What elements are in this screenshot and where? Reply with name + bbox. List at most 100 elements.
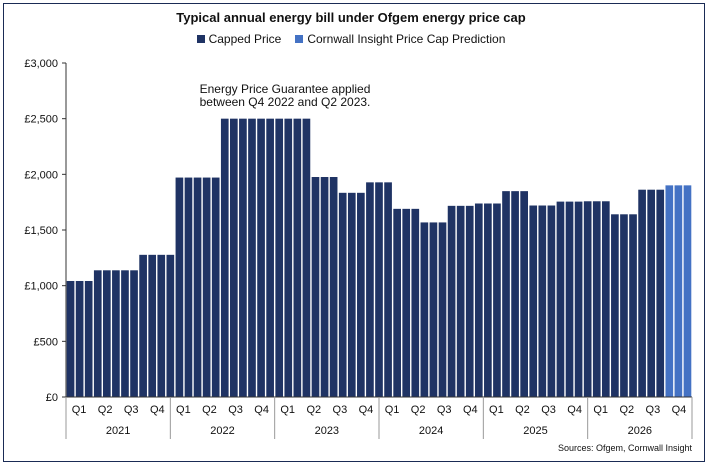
- bar-capped-price: [592, 201, 601, 397]
- bar-capped-price: [511, 191, 519, 397]
- bar-capped-price: [438, 222, 447, 397]
- bar-capped-price: [184, 177, 193, 397]
- x-tick-label-quarter: Q4: [254, 404, 269, 416]
- annotation-line-1: Energy Price Guarantee applied: [199, 82, 371, 96]
- bar-capped-price: [656, 189, 665, 397]
- bar-capped-price: [620, 214, 628, 397]
- bar-capped-price: [329, 177, 338, 397]
- x-tick-label-quarter: Q1: [593, 404, 608, 416]
- x-tick-label-year: 2024: [419, 425, 443, 437]
- x-tick-label-quarter: Q4: [567, 404, 582, 416]
- bar-capped-price: [583, 201, 592, 397]
- bar-capped-price: [157, 254, 166, 397]
- bar-capped-price: [502, 191, 510, 397]
- y-tick-label: £2,000: [24, 169, 58, 181]
- bar-capped-price: [230, 118, 238, 398]
- legend-swatch-prediction: [295, 35, 304, 43]
- x-tick-label-quarter: Q4: [672, 404, 687, 416]
- x-tick-label-quarter: Q2: [98, 404, 113, 416]
- bar-capped-price: [193, 177, 202, 397]
- y-tick-label: £1,500: [24, 225, 58, 237]
- x-tick-label-quarter: Q2: [619, 404, 634, 416]
- bar-capped-price: [220, 118, 229, 398]
- bar-capped-price: [366, 182, 374, 397]
- x-tick-label-quarter: Q4: [463, 404, 478, 416]
- bar-capped-price: [347, 192, 356, 397]
- bar-capped-price: [420, 222, 429, 397]
- legend-label-prediction: Cornwall Insight Price Cap Prediction: [307, 32, 506, 46]
- bar-capped-price: [112, 270, 120, 397]
- bar-capped-price: [75, 280, 84, 397]
- bar-capped-price: [520, 191, 528, 397]
- bar-capped-price: [393, 208, 401, 397]
- legend: Capped Price Cornwall Insight Price Cap …: [0, 32, 702, 46]
- bar-capped-price: [121, 270, 129, 397]
- bar-capped-price: [529, 205, 538, 397]
- bar-capped-price: [611, 214, 619, 397]
- bar-capped-price: [565, 201, 574, 397]
- bar-capped-price: [102, 270, 111, 397]
- legend-item-capped: Capped Price: [196, 32, 281, 46]
- bar-capped-price: [284, 118, 293, 398]
- x-tick-label-year: 2025: [523, 425, 547, 437]
- x-tick-label-quarter: Q4: [150, 404, 165, 416]
- bar-capped-price: [384, 182, 392, 397]
- bar-capped-price: [239, 118, 247, 398]
- bar-capped-price: [175, 177, 184, 397]
- bar-capped-price: [302, 118, 311, 398]
- bar-capped-price: [601, 201, 610, 397]
- x-tick-label-year: 2022: [210, 425, 234, 437]
- bar-capped-price: [293, 118, 302, 398]
- bar-capped-price: [266, 118, 274, 398]
- bar-capped-price: [465, 205, 474, 397]
- epg-annotation: Energy Price Guarantee applied between Q…: [190, 83, 380, 109]
- x-tick-label-quarter: Q1: [489, 404, 504, 416]
- x-tick-label-quarter: Q3: [333, 404, 348, 416]
- bar-capped-price: [429, 222, 438, 397]
- x-tick-label-quarter: Q3: [437, 404, 452, 416]
- bar-capped-price: [538, 205, 547, 397]
- bar-prediction: [665, 185, 674, 397]
- y-tick-label: £3,000: [24, 58, 58, 70]
- bar-capped-price: [629, 214, 637, 397]
- x-tick-label-quarter: Q1: [72, 404, 87, 416]
- bar-prediction: [683, 185, 692, 397]
- bar-capped-price: [139, 254, 147, 397]
- y-tick-label: £0: [46, 392, 58, 404]
- bar-prediction: [674, 185, 683, 397]
- x-tick-label-quarter: Q3: [541, 404, 556, 416]
- bar-capped-price: [547, 205, 556, 397]
- bar-capped-price: [130, 270, 138, 397]
- chart-title: Typical annual energy bill under Ofgem e…: [176, 10, 526, 25]
- x-tick-label-year: 2021: [106, 425, 130, 437]
- bar-capped-price: [556, 201, 565, 397]
- bar-capped-price: [357, 192, 365, 397]
- bar-capped-price: [456, 205, 465, 397]
- bar-capped-price: [275, 118, 284, 398]
- bar-capped-price: [166, 254, 175, 397]
- legend-item-prediction: Cornwall Insight Price Cap Prediction: [295, 32, 505, 46]
- x-tick-label-quarter: Q2: [306, 404, 321, 416]
- bar-capped-price: [320, 177, 329, 397]
- bar-capped-price: [248, 118, 256, 398]
- x-tick-label-quarter: Q2: [411, 404, 426, 416]
- bar-capped-price: [411, 208, 420, 397]
- x-tick-label-year: 2026: [628, 425, 652, 437]
- bar-capped-price: [66, 280, 75, 397]
- y-tick-label: £2,500: [24, 114, 58, 126]
- x-tick-label-quarter: Q4: [359, 404, 374, 416]
- bar-capped-price: [638, 189, 646, 397]
- bar-capped-price: [647, 189, 656, 397]
- bar-capped-price: [93, 270, 102, 397]
- x-tick-label-quarter: Q3: [124, 404, 139, 416]
- bar-capped-price: [474, 203, 483, 397]
- bar-capped-price: [84, 280, 93, 397]
- x-tick-label-quarter: Q1: [176, 404, 191, 416]
- x-tick-label-quarter: Q2: [202, 404, 217, 416]
- legend-swatch-capped: [196, 35, 205, 43]
- x-tick-label-quarter: Q3: [228, 404, 243, 416]
- bar-capped-price: [402, 208, 411, 397]
- bar-capped-price: [311, 177, 320, 397]
- bar-capped-price: [574, 201, 583, 397]
